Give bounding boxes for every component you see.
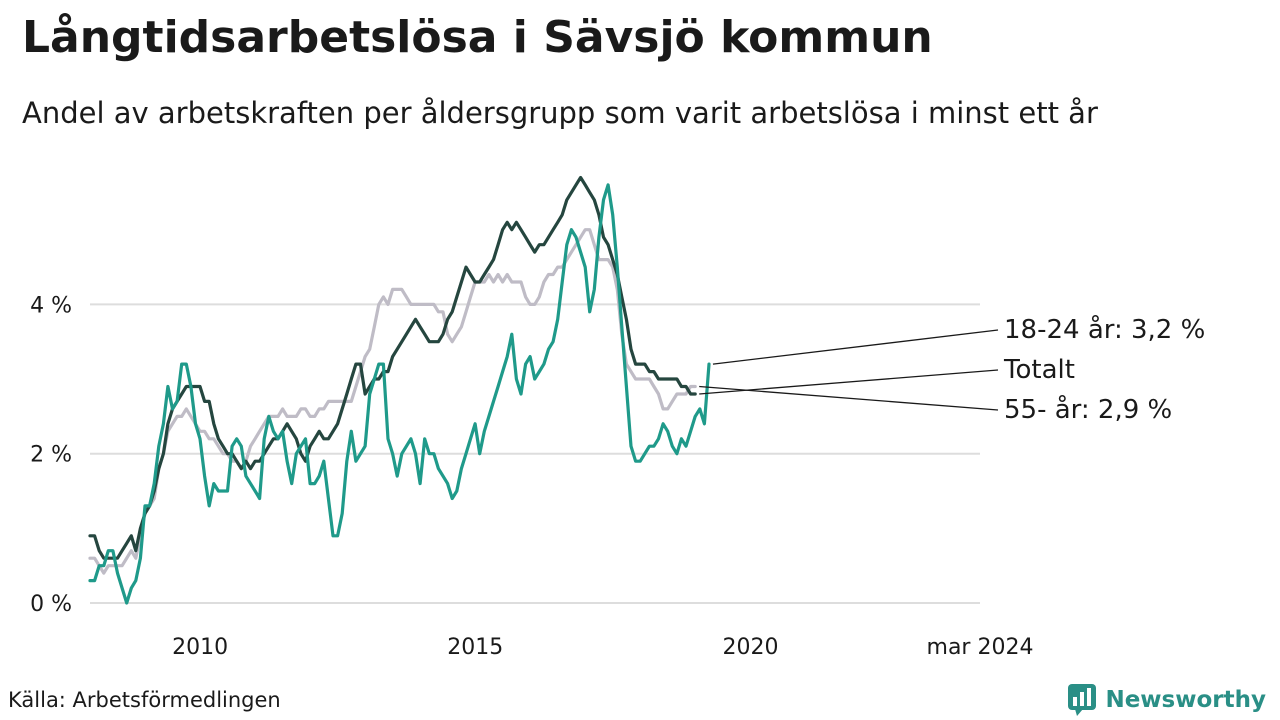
bar-chart-logo-icon bbox=[1068, 684, 1097, 716]
x-tick-label: 2015 bbox=[447, 635, 503, 660]
brand-logo[interactable]: Newsworthy bbox=[1067, 683, 1266, 717]
source-note: Källa: Arbetsförmedlingen bbox=[8, 688, 281, 712]
series-line-youth bbox=[88, 183, 711, 605]
series-end-label-senior: 55- år: 2,9 % bbox=[1004, 394, 1172, 425]
chart-title: Långtidsarbetslösa i Sävsjö kommun bbox=[22, 12, 933, 63]
y-tick-label: 0 % bbox=[30, 592, 72, 617]
series-line-senior bbox=[88, 228, 697, 575]
chart-subtitle: Andel av arbetskraften per åldersgrupp s… bbox=[22, 96, 1098, 130]
y-tick-label: 2 % bbox=[30, 443, 72, 468]
series-end-label-total: Totalt bbox=[1003, 355, 1075, 385]
x-tick-label: 2020 bbox=[722, 635, 778, 660]
brand-name: Newsworthy bbox=[1105, 687, 1266, 713]
x-tick-label: 2010 bbox=[172, 635, 228, 660]
x-tick-label: mar 2024 bbox=[927, 635, 1034, 660]
y-tick-label: 4 % bbox=[30, 293, 72, 318]
leader-line-youth bbox=[712, 329, 999, 365]
leader-line-total bbox=[699, 369, 999, 395]
series-end-label-youth: 18-24 år: 3,2 % bbox=[1004, 314, 1205, 345]
